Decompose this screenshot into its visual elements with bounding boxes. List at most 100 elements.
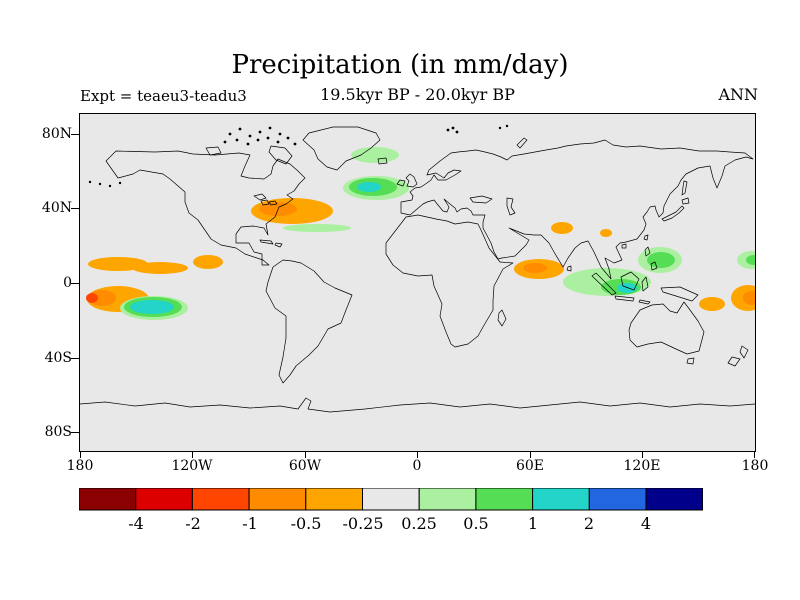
anomaly-neg-east-pacific <box>193 255 223 269</box>
island-dot <box>238 127 242 131</box>
colorbar-seg-neg2-neg1 <box>191 487 250 511</box>
island-dot-aleutian <box>88 180 92 184</box>
anomaly-fill-layer <box>86 147 755 320</box>
island-dot-aleutian <box>118 181 122 185</box>
lon-tickmark <box>754 451 755 458</box>
coastline-victoria-island <box>205 146 222 156</box>
lat-tick-40N: 40N <box>41 200 72 216</box>
lon-tick-120w: 120W <box>171 458 213 474</box>
colorbar-label-2: 2 <box>583 514 595 533</box>
anomaly-neg-nw-australia <box>699 297 725 311</box>
colorbar-label-025: 0.25 <box>401 514 437 533</box>
colorbar <box>78 487 704 511</box>
colorbar-label-4: 4 <box>640 514 652 533</box>
island-dot <box>278 132 282 136</box>
lat-tickmark <box>71 432 79 433</box>
lat-tickmark <box>71 358 79 359</box>
lat-tick-40S: 40S <box>44 350 72 366</box>
coastline-hispaniola <box>274 242 283 248</box>
coastline-japan <box>661 197 690 222</box>
island-dot <box>228 132 232 136</box>
coastline-sri-lanka <box>566 265 572 272</box>
anomaly-neg-china-spot <box>600 229 612 237</box>
coastline-black-sea <box>469 195 493 204</box>
colorbar-seg-lt-neg4 <box>78 487 137 511</box>
colorbar-seg-025-05 <box>418 487 477 511</box>
island-dot <box>268 126 272 130</box>
colorbar-seg-neutral <box>362 487 420 511</box>
coastline-new-zealand <box>727 345 749 367</box>
island-dot-aleutian <box>108 184 112 188</box>
colorbar-label-neg05: -0.5 <box>290 514 322 533</box>
lon-tickmark <box>530 451 531 458</box>
lon-tickmark <box>642 451 643 458</box>
coastline-novaya-zemlya <box>516 137 528 149</box>
lon-tick-0: 0 <box>412 458 422 474</box>
coastline-new-guinea <box>660 286 699 302</box>
colorbar-seg-05-1 <box>475 487 534 511</box>
island-dot <box>246 142 250 146</box>
island-dot-svalbard <box>451 126 455 130</box>
coastline-eurasia <box>400 139 754 280</box>
coastline-sulawesi <box>641 276 649 292</box>
colorbar-svg <box>78 487 704 511</box>
coastline-baffin-island <box>268 145 293 165</box>
coastline-java <box>614 295 635 302</box>
anomaly-neg-eq-pacific-band <box>132 262 188 274</box>
colorbar-label-05: 0.5 <box>463 514 489 533</box>
lat-tickmark <box>71 283 79 284</box>
island-dot <box>266 136 270 140</box>
island-dot <box>276 140 280 144</box>
anomaly-pos-subtropical-atlantic-band <box>283 224 351 232</box>
coastline-britain <box>405 173 418 188</box>
island-dot-franz-josef <box>505 124 509 128</box>
anomaly-pos-south-of-iceland <box>351 147 399 163</box>
map-panel <box>79 113 756 452</box>
coastline-south-america <box>265 259 353 384</box>
lat-tickmark <box>71 208 79 209</box>
colorbar-seg-2-4 <box>588 487 647 511</box>
coastline-hainan <box>621 243 627 249</box>
anomaly-neg-west-indian-core <box>523 263 547 273</box>
island-dot-svalbard <box>455 130 459 134</box>
coastline-iceland <box>377 157 388 165</box>
lon-tickmark <box>80 451 81 458</box>
island-dot-franz-josef <box>498 126 502 130</box>
anomaly-pos-east-indian-core <box>617 283 637 293</box>
coastline-philippines <box>644 246 658 271</box>
anomaly-pos-dateline-equator-core <box>746 255 755 265</box>
colorbar-label-1: 1 <box>527 514 539 533</box>
world-map <box>80 124 755 413</box>
anomaly-pos-philippines-core <box>647 252 675 268</box>
lat-tick-80S: 80S <box>44 424 72 440</box>
island-dot <box>256 138 260 142</box>
anomaly-pos-south-pacific-core <box>130 300 174 314</box>
island-dot <box>286 136 290 140</box>
coastline-great-lakes <box>253 193 278 206</box>
coastline-africa <box>385 214 514 348</box>
lon-tick-180e: 180 <box>741 458 769 474</box>
coastline-taiwan <box>643 234 649 241</box>
coastline-greenland <box>302 126 381 171</box>
colorbar-label-neg025: -0.25 <box>342 514 384 533</box>
island-dot <box>293 142 297 146</box>
island-dot <box>235 138 239 142</box>
figure-subtitle: 19.5kyr BP - 20.0kyr BP <box>320 85 515 104</box>
island-speckle-layer <box>88 124 509 188</box>
lat-tick-80N: 80N <box>41 126 72 142</box>
page-title: Precipitation (in mm/day) <box>231 50 569 80</box>
colorbar-label-neg4: -4 <box>128 514 144 533</box>
anomaly-neg-sw-pacific-core <box>743 291 755 305</box>
lon-tick-60w: 60W <box>288 458 322 474</box>
coastline-ireland <box>396 179 406 187</box>
colorbar-seg-gt-4 <box>645 487 704 511</box>
island-dot-svalbard <box>446 128 450 132</box>
island-dot <box>223 140 227 144</box>
coastline-cuba <box>259 239 274 245</box>
coastline-north-america <box>105 150 306 266</box>
colorbar-label-neg1: -1 <box>242 514 258 533</box>
coastline-tasmania <box>686 357 695 365</box>
colorbar-seg-neg4-neg2 <box>135 487 193 511</box>
lat-tickmark <box>71 134 79 135</box>
